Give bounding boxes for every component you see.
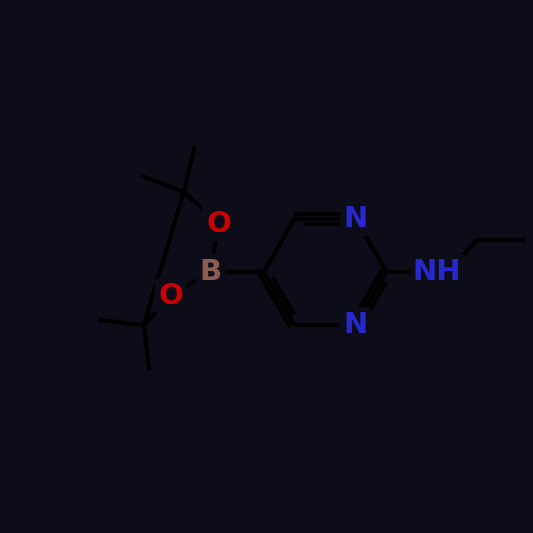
Text: B: B	[199, 258, 222, 286]
Text: O: O	[158, 282, 183, 310]
Text: N: N	[344, 311, 368, 339]
Text: O: O	[206, 210, 231, 238]
Text: N: N	[344, 205, 368, 233]
Text: NH: NH	[413, 258, 461, 286]
